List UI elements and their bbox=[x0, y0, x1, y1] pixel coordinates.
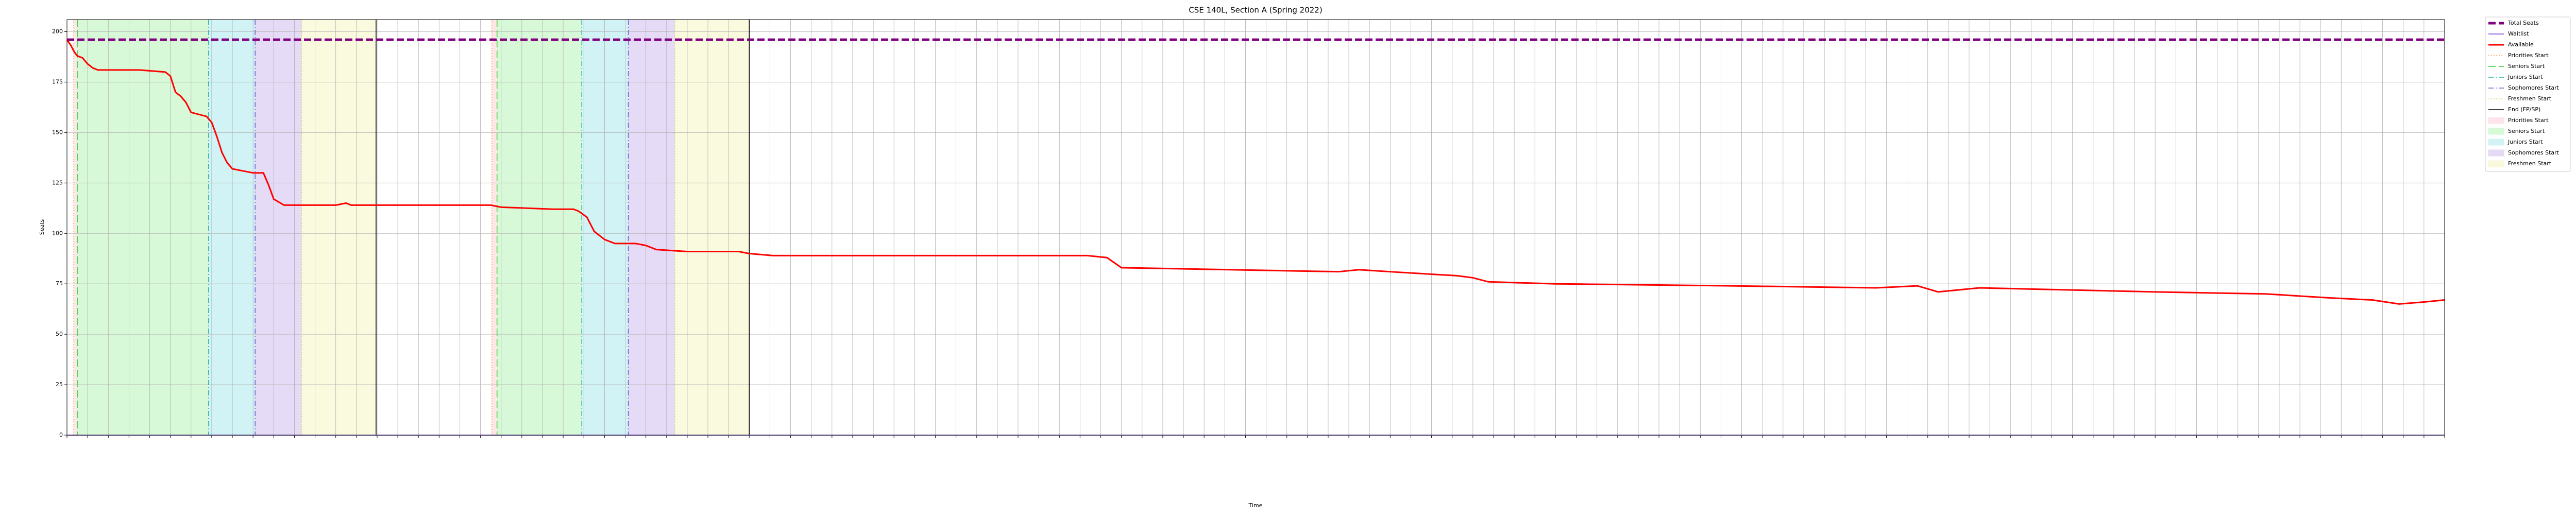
legend-label: Sophomores Start bbox=[2508, 149, 2560, 156]
plot-frame bbox=[66, 19, 2445, 436]
shaded-span bbox=[497, 20, 582, 435]
shaded-span bbox=[582, 20, 629, 435]
legend-label: Priorities Start bbox=[2508, 117, 2549, 124]
legend-label: Seniors Start bbox=[2508, 128, 2545, 134]
legend-label: End (FP/SP) bbox=[2508, 106, 2540, 113]
shaded-span bbox=[208, 20, 256, 435]
legend-label: Freshmen Start bbox=[2508, 95, 2552, 102]
series-line bbox=[66, 39, 2445, 305]
x-axis-label: Time bbox=[1248, 502, 1263, 509]
y-tick-label: 50 bbox=[56, 331, 63, 337]
y-tick-label: 200 bbox=[52, 28, 63, 35]
shaded-span bbox=[77, 20, 209, 435]
y-tick-label: 125 bbox=[52, 179, 63, 186]
legend-label: Available bbox=[2508, 41, 2534, 48]
legend-label: Seniors Start bbox=[2508, 63, 2545, 70]
legend-swatch bbox=[2488, 117, 2504, 124]
legend-label: Juniors Start bbox=[2507, 74, 2543, 80]
y-tick-label: 150 bbox=[52, 129, 63, 135]
chart-title: CSE 140L, Section A (Spring 2022) bbox=[1189, 6, 1322, 15]
y-tick-label: 100 bbox=[52, 230, 63, 236]
legend-swatch bbox=[2488, 149, 2504, 157]
y-tick-label: 75 bbox=[56, 280, 63, 287]
legend-label: Total Seats bbox=[2507, 20, 2539, 26]
legend-swatch bbox=[2488, 139, 2504, 146]
shaded-span bbox=[628, 20, 675, 435]
legend-swatch bbox=[2488, 160, 2504, 167]
y-tick-label: 175 bbox=[52, 78, 63, 85]
shaded-span bbox=[492, 20, 497, 435]
legend-swatch bbox=[2488, 128, 2504, 135]
legend-label: Sophomores Start bbox=[2508, 84, 2560, 91]
legend-label: Priorities Start bbox=[2508, 52, 2549, 59]
y-tick-label: 0 bbox=[59, 432, 63, 438]
shaded-span bbox=[301, 20, 376, 435]
y-axis-label: Seats bbox=[39, 219, 45, 235]
legend-label: Waitlist bbox=[2508, 30, 2529, 37]
y-tick-label: 25 bbox=[56, 381, 63, 388]
shaded-span bbox=[74, 20, 78, 435]
legend-label: Freshmen Start bbox=[2508, 160, 2552, 167]
shaded-span bbox=[255, 20, 302, 435]
legend-box bbox=[2485, 16, 2571, 172]
legend-label: Juniors Start bbox=[2507, 139, 2543, 145]
